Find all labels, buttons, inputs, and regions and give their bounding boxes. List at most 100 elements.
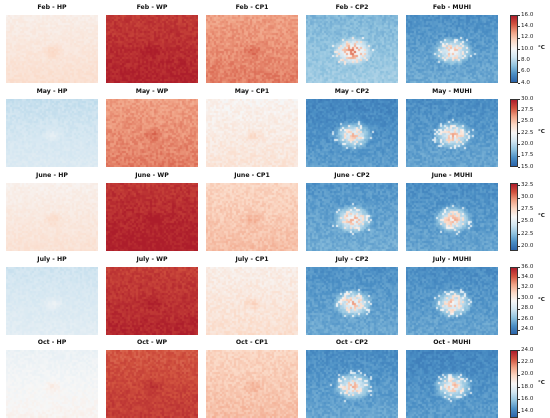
colorbar-tick-label: 25.0 [521, 218, 534, 225]
panel-title-june-cp2: June - CP2 [334, 172, 370, 179]
panel-title-may-muhi: May - MUHI [432, 88, 472, 95]
colorbar-tick-mark [518, 267, 520, 268]
colorbar-tick-mark [518, 221, 520, 223]
heatmap-panel-feb-wp [106, 15, 198, 83]
panel-title-july-wp: July - WP [136, 256, 168, 263]
colorbar-tick-mark [518, 37, 520, 39]
colorbar-tick-label: 26.0 [521, 315, 534, 322]
colorbar-tick-label: 24.0 [521, 326, 534, 333]
colorbar-tick-label: 4.0 [521, 79, 530, 86]
heatmap-panel-oct-cp1 [206, 350, 298, 418]
colorbar-tick-label: 27.5 [521, 206, 534, 213]
panel-title-feb-wp: Feb - WP [136, 4, 168, 11]
heatmap-panel-july-cp2 [306, 267, 398, 335]
heatmap-panel-may-muhi [406, 99, 498, 167]
heatmap-panel-feb-cp1 [206, 15, 298, 83]
colorbar-tick-mark [518, 362, 520, 363]
heatmap-panel-oct-wp [106, 350, 198, 418]
colorbar-tick-mark [518, 308, 520, 310]
colorbar-unit-label: °C [538, 297, 545, 303]
colorbar-tick-label: 22.0 [521, 358, 534, 365]
colorbar-tick-mark [518, 374, 520, 376]
colorbar-tick-label: 16.0 [521, 395, 534, 402]
colorbar-tick-label: 20.0 [521, 140, 534, 147]
heatmap-panel-june-muhi [406, 183, 498, 251]
colorbar-tick-label: 16.0 [521, 11, 534, 18]
panel-title-feb-muhi: Feb - MUHI [432, 4, 472, 11]
heatmap-panel-may-cp2 [306, 99, 398, 167]
panel-title-feb-cp1: Feb - CP1 [235, 4, 269, 11]
colorbar-tick-mark [518, 277, 520, 278]
heatmap-panel-june-wp [106, 183, 198, 251]
colorbar-tick-mark [518, 287, 520, 289]
colorbar-july [510, 267, 518, 335]
panel-title-july-cp2: July - CP2 [335, 256, 369, 263]
colorbar-feb [510, 15, 518, 83]
panel-title-june-wp: June - WP [135, 172, 169, 179]
panel-title-oct-wp: Oct - WP [136, 339, 168, 346]
colorbar-tick-mark [518, 49, 520, 50]
heatmap-panel-oct-muhi [406, 350, 498, 418]
colorbar-tick-mark [518, 319, 520, 320]
colorbar-tick-mark [518, 26, 520, 27]
colorbar-tick-label: 30.0 [521, 294, 534, 301]
colorbar-tick-label: 15.0 [521, 163, 534, 170]
colorbar-tick-mark [518, 15, 520, 16]
colorbar-tick-mark [518, 350, 520, 351]
heatmap-panel-july-wp [106, 267, 198, 335]
panel-title-july-muhi: July - MUHI [432, 256, 472, 263]
colorbar-tick-mark [518, 185, 520, 186]
colorbar-tick-mark [518, 121, 520, 123]
heatmap-panel-june-cp1 [206, 183, 298, 251]
heatmap-panel-may-cp1 [206, 99, 298, 167]
colorbar-tick-label: 28.0 [521, 305, 534, 312]
colorbar-tick-label: 27.5 [521, 106, 534, 113]
colorbar-oct [510, 350, 518, 418]
colorbar-tick-label: 34.0 [521, 273, 534, 280]
colorbar-tick-mark [518, 83, 520, 84]
panel-title-may-cp2: May - CP2 [334, 88, 370, 95]
colorbar-tick-mark [518, 411, 520, 413]
colorbar-tick-label: 30.0 [521, 194, 534, 201]
colorbar-tick-mark [518, 234, 520, 235]
heatmap-panel-july-cp1 [206, 267, 298, 335]
colorbar-tick-mark [518, 110, 520, 111]
colorbar-tick-mark [518, 298, 520, 299]
colorbar-tick-label: 22.5 [521, 129, 534, 136]
panel-title-oct-cp1: Oct - CP1 [235, 339, 269, 346]
colorbar-tick-label: 32.0 [521, 284, 534, 291]
colorbar-tick-mark [518, 99, 520, 100]
colorbar-tick-label: 24.0 [521, 346, 534, 353]
colorbar-tick-label: 10.0 [521, 45, 534, 52]
panel-title-july-cp1: July - CP1 [235, 256, 269, 263]
colorbar-tick-mark [518, 60, 520, 61]
panel-title-feb-cp2: Feb - CP2 [335, 4, 369, 11]
heatmap-panel-feb-hp [6, 15, 98, 83]
panel-title-feb-hp: Feb - HP [37, 4, 67, 11]
colorbar-tick-label: 25.0 [521, 118, 534, 125]
colorbar-tick-mark [518, 399, 520, 400]
colorbar-tick-label: 18.0 [521, 383, 534, 390]
colorbar-tick-mark [518, 155, 520, 157]
panel-title-oct-muhi: Oct - MUHI [433, 339, 471, 346]
colorbar-tick-mark [518, 133, 520, 134]
colorbar-tick-mark [518, 329, 520, 331]
heatmap-panel-oct-cp2 [306, 350, 398, 418]
panel-title-oct-hp: Oct - HP [37, 339, 67, 346]
colorbar-unit-label: °C [538, 129, 545, 135]
colorbar-june [510, 183, 518, 251]
heatmap-panel-feb-muhi [406, 15, 498, 83]
colorbar-tick-mark [518, 167, 520, 168]
colorbar-unit-label: °C [538, 380, 545, 386]
panel-title-june-hp: June - HP [36, 172, 68, 179]
heatmap-panel-june-hp [6, 183, 98, 251]
panel-title-may-hp: May - HP [36, 88, 68, 95]
colorbar-tick-label: 32.5 [521, 181, 534, 188]
colorbar-tick-mark [518, 144, 520, 145]
colorbar-tick-label: 14.0 [521, 408, 534, 415]
colorbar-tick-label: 6.0 [521, 68, 530, 75]
colorbar-tick-mark [518, 197, 520, 199]
heatmap-panel-july-hp [6, 267, 98, 335]
heatmap-panel-may-hp [6, 99, 98, 167]
colorbar-tick-label: 12.0 [521, 34, 534, 41]
